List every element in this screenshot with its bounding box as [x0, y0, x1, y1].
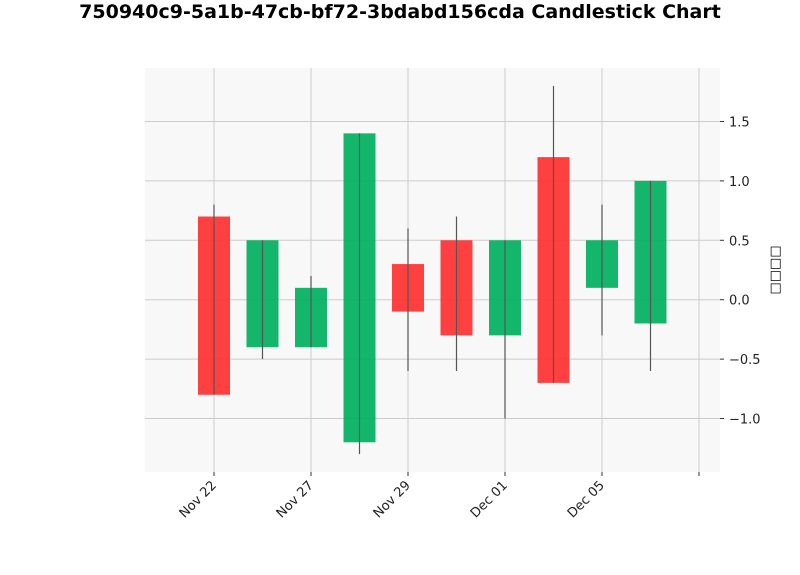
x-tick-label: Nov 27 — [274, 478, 317, 521]
y-tick-label: 0.5 — [729, 234, 750, 249]
x-tick-label: Dec 05 — [565, 478, 608, 521]
y-tick-label: 1.5 — [729, 115, 750, 130]
chart-title: 750940c9-5a1b-47cb-bf72-3bdabd156cda Can… — [79, 1, 721, 23]
x-tick-label: Nov 22 — [177, 478, 220, 521]
y-axis-label: □□□□ — [768, 245, 783, 294]
y-tick-label: 1.0 — [729, 175, 750, 190]
x-tick-label: Nov 29 — [371, 478, 414, 521]
plot-area — [145, 68, 720, 472]
y-tick-label: −1.0 — [729, 413, 761, 428]
y-tick-label: 0.0 — [729, 294, 750, 309]
x-tick-label: Dec 01 — [468, 478, 511, 521]
y-tick-label: −0.5 — [729, 353, 761, 368]
